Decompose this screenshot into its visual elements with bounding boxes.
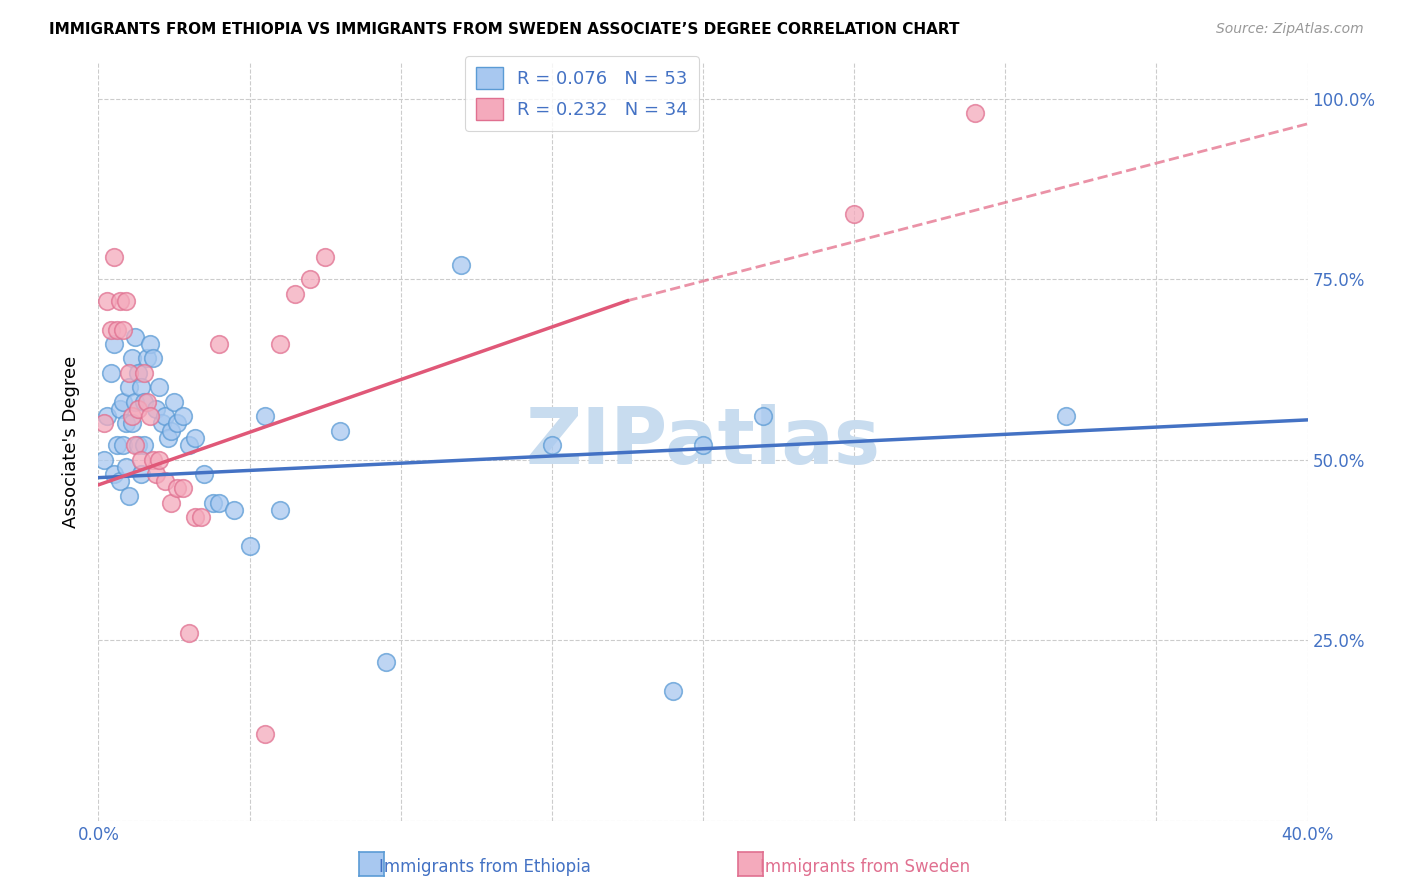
Point [124,330,146,344]
Point [172,409,194,424]
Point [124,394,146,409]
Text: Immigrants from Ethiopia: Immigrants from Ethiopia [380,858,591,876]
Point [202,496,225,510]
Point [121,351,143,366]
Point [105,438,128,452]
Point [100,323,122,337]
Point [103,251,125,265]
Point [179,626,201,640]
Point [139,409,162,424]
Point [145,467,167,481]
Point [118,380,141,394]
Point [374,655,396,669]
Point [153,409,176,424]
Point [172,482,194,496]
Point [224,503,246,517]
Text: Immigrants from Sweden: Immigrants from Sweden [759,858,970,876]
Point [118,489,141,503]
Point [284,286,307,301]
Point [132,394,155,409]
Point [156,431,179,445]
Point [239,539,262,553]
Point [127,438,149,452]
Point [540,438,562,452]
Point [299,272,322,286]
Point [114,417,136,431]
Point [148,452,170,467]
Point [253,409,276,424]
Point [132,438,155,452]
Point [160,496,183,510]
Point [142,452,165,467]
Point [135,351,157,366]
Point [166,417,188,431]
Point [153,475,176,489]
Point [100,366,122,380]
Point [108,475,131,489]
Point [253,727,276,741]
Point [132,366,155,380]
Point [965,106,987,120]
Point [114,293,136,308]
Point [450,258,472,272]
Point [135,394,157,409]
Point [96,293,118,308]
Point [142,351,165,366]
Point [139,337,162,351]
Point [269,337,291,351]
Point [129,452,152,467]
Point [208,337,231,351]
Point [752,409,775,424]
Point [145,402,167,417]
Point [1054,409,1077,424]
Point [692,438,714,452]
Point [114,459,136,474]
Point [103,337,125,351]
Point [163,394,186,409]
Point [269,503,291,517]
Point [108,402,131,417]
Point [129,380,152,394]
Point [150,417,173,431]
Point [103,467,125,481]
Point [129,467,152,481]
Point [108,293,131,308]
Point [190,510,212,524]
Point [314,251,336,265]
Point [844,207,866,221]
Point [121,417,143,431]
Point [105,323,128,337]
Point [111,438,134,452]
Point [127,366,149,380]
Text: ZIPatlas: ZIPatlas [526,403,880,480]
Text: IMMIGRANTS FROM ETHIOPIA VS IMMIGRANTS FROM SWEDEN ASSOCIATE’S DEGREE CORRELATIO: IMMIGRANTS FROM ETHIOPIA VS IMMIGRANTS F… [49,22,960,37]
Point [184,431,207,445]
Point [329,424,352,438]
Point [148,380,170,394]
Point [118,366,141,380]
Point [121,409,143,424]
Point [111,394,134,409]
Y-axis label: Associate's Degree: Associate's Degree [62,355,80,528]
Point [111,323,134,337]
Text: Source: ZipAtlas.com: Source: ZipAtlas.com [1216,22,1364,37]
Point [160,424,183,438]
Point [166,482,188,496]
Point [193,467,215,481]
Legend: R = 0.076   N = 53, R = 0.232   N = 34: R = 0.076 N = 53, R = 0.232 N = 34 [465,56,699,131]
Point [208,496,231,510]
Point [93,417,115,431]
Point [93,452,115,467]
Point [96,409,118,424]
Point [184,510,207,524]
Point [124,438,146,452]
Point [179,438,201,452]
Point [127,402,149,417]
Point [661,683,683,698]
